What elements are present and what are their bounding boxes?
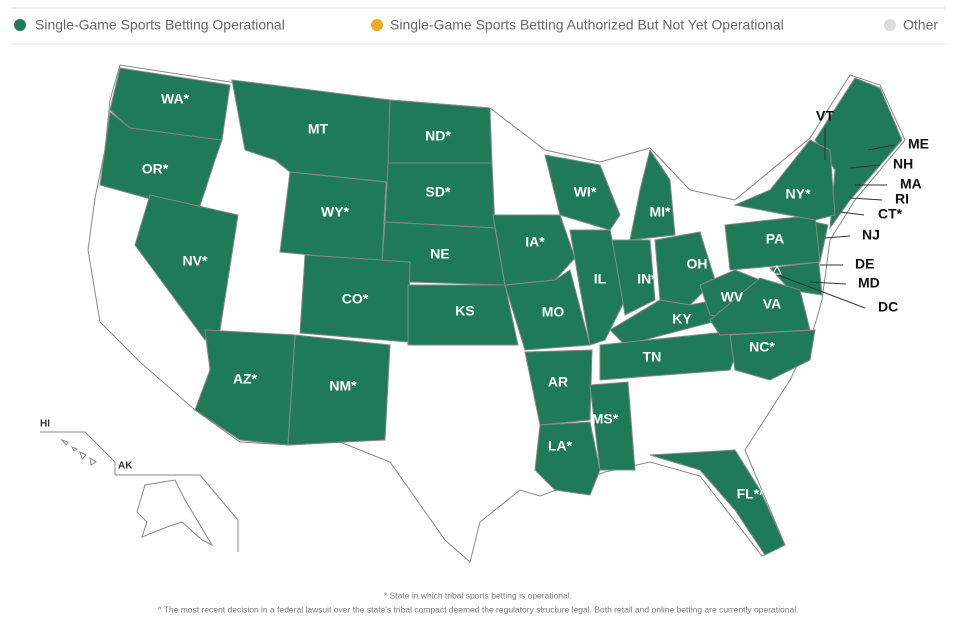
callout-line <box>849 197 883 201</box>
state-label: TN <box>643 349 662 365</box>
footnote: * State in which tribal sports betting i… <box>384 590 572 600</box>
legend-label: Single-Game Sports Betting Authorized Bu… <box>390 17 784 33</box>
state-label: NE <box>430 246 449 262</box>
callout-label: MD <box>858 275 880 291</box>
legend-swatch <box>371 19 383 31</box>
state-shape <box>611 239 656 316</box>
state-label: OR* <box>142 161 169 177</box>
state-shape <box>504 269 591 351</box>
state-label: KY <box>672 311 692 327</box>
state-shape <box>629 148 676 241</box>
callout-line <box>839 211 865 216</box>
legend-label: Single-Game Sports Betting Operational <box>35 17 285 33</box>
state-label: MS* <box>592 411 619 427</box>
state-label: NY* <box>786 186 811 202</box>
state-label: IN* <box>637 271 657 287</box>
state-label: NC* <box>749 339 775 355</box>
ak-shape <box>136 479 214 547</box>
state-label: WA* <box>161 91 190 107</box>
legend-swatch <box>14 19 26 31</box>
state-shape <box>724 214 821 271</box>
state-shape <box>649 449 786 556</box>
state-label: IA* <box>525 234 545 250</box>
state-label: NV* <box>183 253 208 269</box>
state-label: MI* <box>650 204 672 220</box>
callout-line <box>849 164 881 169</box>
state-label: FL*^ <box>737 486 768 502</box>
dc-marker <box>772 264 782 275</box>
callout-line <box>867 144 896 151</box>
state-label: MO <box>542 304 565 320</box>
state-shape <box>733 139 836 221</box>
state-label: ND* <box>425 128 451 144</box>
state-label: WV <box>721 289 744 305</box>
callout-label: VT <box>816 108 834 124</box>
state-label: VA <box>763 296 781 312</box>
callout-label: RI <box>895 191 909 207</box>
state-shape <box>194 329 296 446</box>
state-shape <box>729 329 816 381</box>
state-label: WI* <box>574 184 597 200</box>
hi-shape <box>60 438 97 466</box>
state-label: PA <box>766 231 784 247</box>
callout-label: NJ <box>862 227 880 243</box>
state-shape <box>287 334 391 446</box>
state-label: AZ* <box>233 371 258 387</box>
state-shape <box>381 221 506 286</box>
state-label: CO* <box>342 291 369 307</box>
callout-line <box>777 274 866 309</box>
state-label: SD* <box>426 184 451 200</box>
callout-label: ME <box>908 136 929 152</box>
state-label: WY* <box>321 204 350 220</box>
state-label: IL <box>594 271 607 287</box>
state-shape <box>524 349 593 426</box>
state-shape <box>814 77 903 230</box>
callout-label: MA <box>900 176 922 192</box>
state-label: AR <box>548 374 568 390</box>
state-label: MT <box>308 121 329 137</box>
state-shape <box>599 329 746 381</box>
state-label: NM* <box>329 378 357 394</box>
callout-line <box>824 235 851 239</box>
callout-label: CT* <box>878 206 903 222</box>
inset-label: HI <box>40 419 50 430</box>
state-shape <box>407 284 519 346</box>
state-label: LA* <box>548 438 573 454</box>
hi-inset-frame <box>40 431 116 475</box>
state-shape <box>99 111 223 213</box>
state-shape <box>492 214 576 286</box>
footnote: ^ The most recent decision in a federal … <box>158 604 799 614</box>
ak-inset-frame <box>115 474 239 552</box>
state-shape <box>589 381 636 471</box>
legend-swatch <box>884 19 896 31</box>
legend-label: Other <box>903 17 938 33</box>
callout-label: DC <box>878 299 898 315</box>
state-shape <box>544 154 621 231</box>
inset-label: AK <box>118 461 133 472</box>
callout-line <box>809 281 847 285</box>
state-shape <box>534 421 601 496</box>
callout-label: NH <box>893 156 913 172</box>
state-label: OH <box>687 256 708 272</box>
state-shape <box>709 277 811 336</box>
callout-label: DE <box>855 256 874 272</box>
state-label: KS <box>455 303 474 319</box>
